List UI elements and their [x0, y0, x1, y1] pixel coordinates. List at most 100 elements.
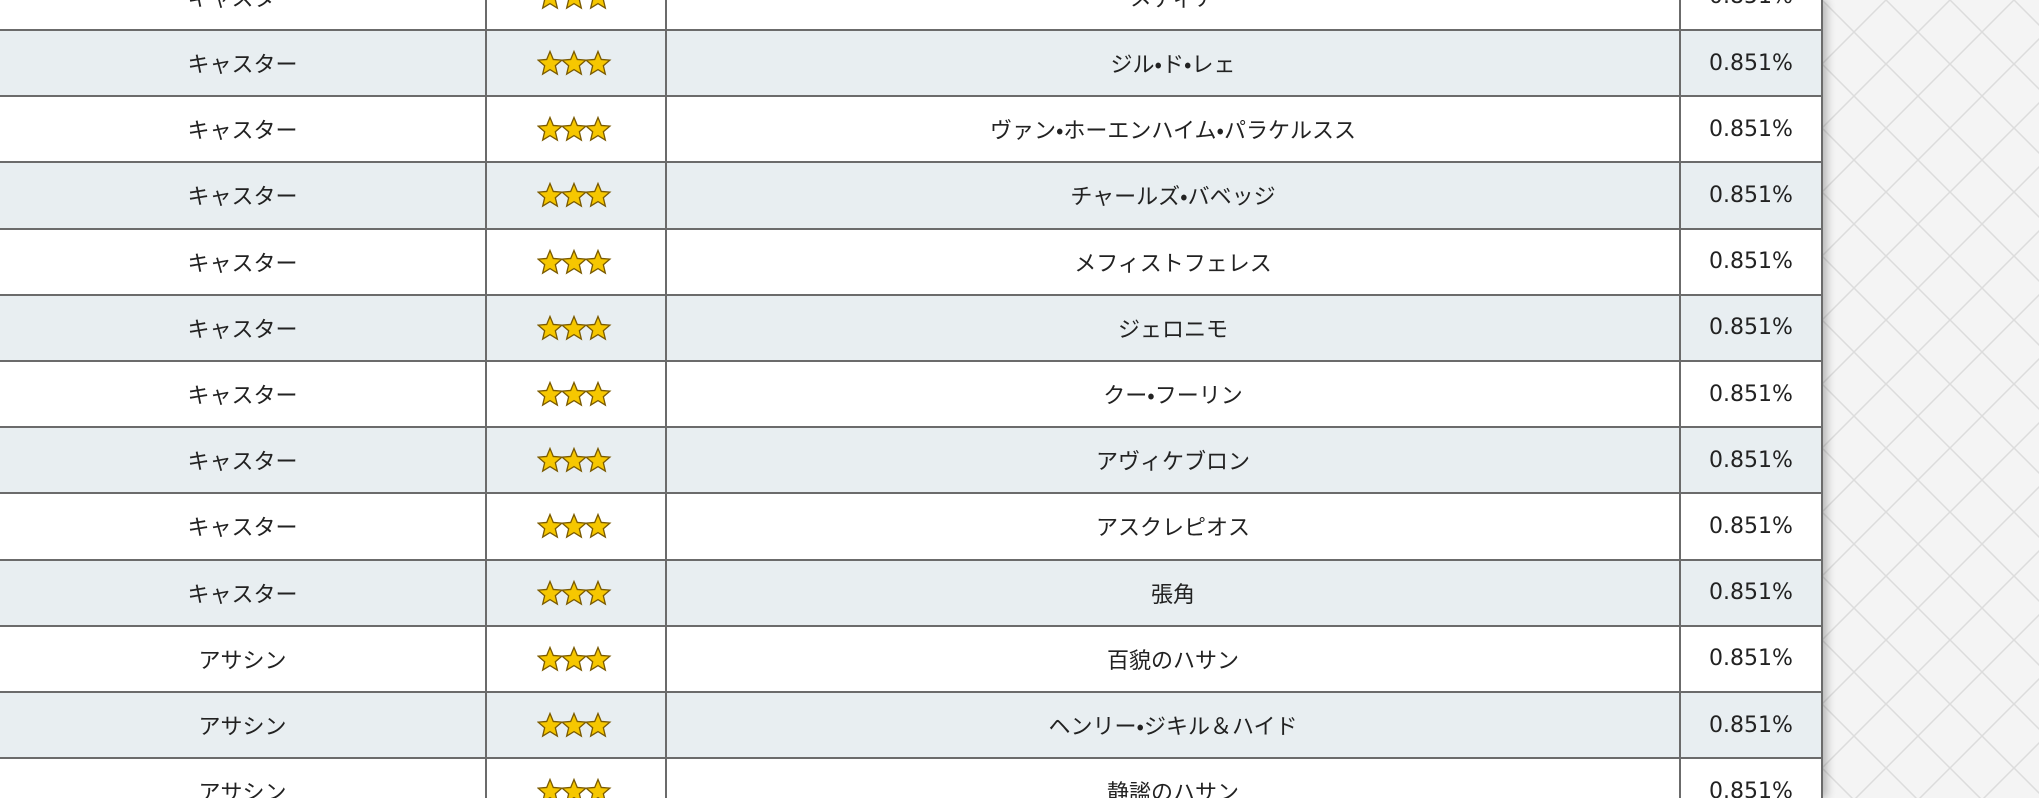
- star: [584, 778, 612, 798]
- rarity-cell: [487, 560, 667, 625]
- name-cell: アヴィケブロン: [667, 428, 1681, 493]
- table-row: キャスター メディア0.851%: [0, 0, 1823, 31]
- rarity-stars: [537, 645, 612, 672]
- rarity-stars: [537, 314, 612, 341]
- star: [584, 116, 612, 142]
- rate-cell: 0.851%: [1681, 494, 1823, 559]
- rarity-stars: [537, 778, 612, 798]
- table-row: キャスター クー・フーリン 0.851%: [0, 362, 1823, 429]
- table-row: キャスター ジェロニモ 0.851%: [0, 295, 1823, 362]
- star: [537, 116, 564, 142]
- class-cell: キャスター: [0, 31, 487, 96]
- star: [584, 711, 612, 738]
- class-cell: キャスター: [0, 494, 487, 559]
- star: [584, 248, 612, 275]
- name-cell: アスクレピオス: [667, 494, 1681, 559]
- star: [537, 645, 564, 672]
- rate-cell: 0.851%: [1681, 560, 1823, 625]
- rarity-stars: [537, 248, 612, 275]
- star: [584, 447, 612, 473]
- class-cell: キャスター: [0, 163, 487, 228]
- name-cell: 静謐のハサン: [667, 759, 1681, 798]
- table-row: アサシン 百貌のハサン 0.851%: [0, 626, 1823, 693]
- class-cell: キャスター: [0, 560, 487, 625]
- rarity-stars: [537, 380, 612, 407]
- star: [560, 513, 588, 539]
- table-row: アサシン 静謐のハサン 0.851%: [0, 759, 1823, 798]
- rarity-cell: [487, 494, 667, 559]
- rarity-cell: [487, 295, 667, 360]
- star: [560, 778, 588, 798]
- star: [560, 314, 588, 341]
- name-cell: メフィストフェレス: [667, 229, 1681, 294]
- star: [537, 49, 564, 76]
- star: [584, 380, 612, 407]
- class-cell: キャスター: [0, 428, 487, 493]
- star: [537, 513, 564, 539]
- rarity-stars: [537, 513, 612, 539]
- star: [584, 645, 612, 672]
- rate-cell: 0.851%: [1681, 31, 1823, 96]
- table-row: キャスター ジル・ド・レェ 0.851%: [0, 31, 1823, 98]
- table-row: アサシン ヘンリー・ジキル＆ハイド 0.851%: [0, 693, 1823, 760]
- star: [537, 579, 564, 606]
- rarity-cell: [487, 97, 667, 162]
- table-row: キャスター 張角 0.851%: [0, 560, 1823, 627]
- name-cell: ジル・ド・レェ: [667, 31, 1681, 96]
- background-pattern: [1822, 0, 2039, 798]
- class-cell: キャスター: [0, 97, 487, 162]
- name-cell: ヴァン・ホーエンハイム・パラケルスス: [667, 97, 1681, 162]
- star: [560, 182, 588, 208]
- class-cell: アサシン: [0, 626, 487, 691]
- name-cell: クー・フーリン: [667, 362, 1681, 427]
- star: [565, 0, 583, 10]
- table-row: キャスター チャールズ・バベッジ 0.851%: [0, 163, 1823, 230]
- star: [541, 0, 559, 10]
- rarity-stars: [537, 711, 612, 738]
- rate-cell: 0.851%: [1681, 428, 1823, 493]
- rarity-stars: [537, 579, 612, 606]
- class-cell: キャスター: [0, 0, 487, 29]
- table-row: キャスター メフィストフェレス 0.851%: [0, 229, 1823, 296]
- star: [560, 380, 588, 407]
- star: [537, 711, 564, 738]
- name-cell: ジェロニモ: [667, 295, 1681, 360]
- rarity-cell: [487, 0, 667, 29]
- rate-cell: 0.851%: [1681, 626, 1823, 691]
- class-cell: キャスター: [0, 362, 487, 427]
- rarity-cell: [487, 163, 667, 228]
- star: [537, 314, 564, 341]
- class-cell: キャスター: [0, 295, 487, 360]
- star: [537, 447, 564, 473]
- rarity-stars: [537, 447, 612, 473]
- rarity-cell: [487, 759, 667, 798]
- rarity-cell: [487, 693, 667, 758]
- star: [589, 0, 607, 10]
- star: [560, 579, 588, 606]
- star: [584, 182, 612, 208]
- table: キャスターメディア0.851%キャスタージル・ド・レェ0.851%キャスターヴァ…: [0, 0, 1823, 798]
- star: [560, 248, 588, 275]
- star: [560, 711, 588, 738]
- rate-cell: 0.851%: [1681, 229, 1823, 294]
- rate-cell: 0.851%: [1681, 295, 1823, 360]
- rarity-cell: [487, 229, 667, 294]
- rarity-cell: [487, 428, 667, 493]
- rate-cell: 0.851%: [1681, 0, 1823, 29]
- star: [584, 513, 612, 539]
- class-cell: アサシン: [0, 693, 487, 758]
- table-row: キャスター アスクレピオス 0.851%: [0, 494, 1823, 561]
- table-row: キャスター ヴァン・ホーエンハイム・パラケルスス 0.851%: [0, 97, 1823, 164]
- name-cell: メディア: [667, 0, 1681, 29]
- name-cell: チャールズ・バベッジ: [667, 163, 1681, 228]
- rate-cell: 0.851%: [1681, 693, 1823, 758]
- star: [560, 645, 588, 672]
- star: [537, 248, 564, 275]
- class-cell: アサシン: [0, 759, 487, 798]
- star: [537, 778, 564, 798]
- rate-cell: 0.851%: [1681, 362, 1823, 427]
- rarity-cell: [487, 362, 667, 427]
- table-row: キャスター アヴィケブロン 0.851%: [0, 428, 1823, 495]
- rarity-stars: [537, 49, 612, 76]
